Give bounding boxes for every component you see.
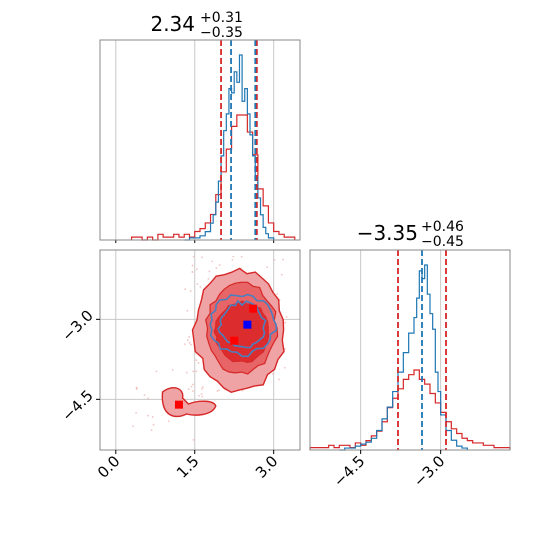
joint-sample-point: [190, 343, 192, 346]
marginal-x-blue-histogram: [184, 54, 275, 241]
joint-sample-point: [282, 258, 284, 261]
joint-sample-point: [187, 339, 189, 341]
joint-sample-point: [276, 293, 278, 295]
joint-sample-point: [211, 260, 214, 263]
joint-y-tick-label: −4.5: [58, 386, 96, 424]
joint-x-tick-label: 3.0: [252, 452, 282, 482]
joint-sample-point: [240, 255, 243, 258]
joint-sample-point: [191, 270, 194, 273]
joint-sample-point: [241, 389, 244, 392]
joint-sample-point: [199, 285, 202, 288]
joint-sample-point: [147, 414, 150, 417]
marginal-y-tick-label: −4.5: [330, 452, 368, 490]
joint-sample-point: [143, 394, 146, 397]
joint-sample-point: [278, 378, 280, 381]
joint-sample-point: [195, 359, 198, 362]
marginal-y-background: [310, 250, 510, 450]
joint-sample-point: [192, 370, 195, 373]
joint-sample-point: [208, 270, 211, 273]
joint-sample-point: [186, 309, 189, 312]
marginal-x-frame: [99, 39, 301, 241]
marginal-y-title-plus: +0.46: [421, 219, 464, 235]
marginal-y-blue-histogram: [339, 264, 468, 451]
joint-sample-point: [135, 411, 137, 414]
joint-sample-point: [201, 395, 204, 398]
joint-marker-point: [230, 336, 239, 345]
joint-sample-point: [184, 288, 186, 291]
joint-sample-point: [192, 383, 194, 386]
joint-sample-point: [201, 256, 204, 259]
joint-sample-point: [280, 273, 283, 276]
joint-sample-point: [187, 388, 190, 391]
joint-sample-point: [188, 335, 191, 338]
joint-frame: [99, 249, 301, 451]
joint-sample-point: [231, 259, 234, 261]
joint-sample-point: [171, 369, 174, 371]
joint-sample-point: [147, 397, 150, 400]
joint-sample-point: [195, 370, 198, 373]
joint-marker-point: [243, 320, 252, 329]
joint-sample-point: [188, 341, 191, 344]
joint-sample-point: [190, 385, 193, 388]
joint-sample-point: [191, 390, 194, 392]
joint-sample-point: [232, 255, 235, 258]
joint-marker-point: [174, 400, 183, 409]
joint-sample-point: [283, 366, 286, 369]
joint-sample-point: [155, 370, 158, 373]
joint-sample-point: [151, 416, 154, 418]
joint-panel: 0.0 1.5 3.0 −3.0 −4.5: [58, 249, 301, 482]
joint-x-tick-label: 1.5: [173, 452, 203, 482]
joint-y-tick-label: −3.0: [58, 306, 96, 344]
joint-sample-point: [195, 268, 198, 271]
joint-sample-point: [167, 420, 170, 423]
marginal-y-panel: −4.5 −3.0 −3.35 +0.46−0.45: [309, 219, 511, 491]
marginal-x-panel: 2.34 +0.31−0.35: [99, 10, 301, 243]
marginal-y-tick-label: −3.0: [410, 452, 448, 490]
marginal-y-frame: [309, 249, 511, 451]
joint-sample-point: [185, 371, 188, 374]
joint-sample-point: [192, 438, 195, 441]
joint-sample-point: [218, 264, 221, 266]
marginal-y-title-minus: −0.45: [421, 234, 464, 250]
joint-sample-point: [132, 425, 135, 428]
joint-sample-point: [198, 394, 200, 397]
joint-sample-point: [150, 429, 153, 432]
joint-sample-point: [218, 389, 220, 392]
marginal-y-red-histogram: [309, 369, 511, 450]
joint-sample-point: [284, 321, 287, 324]
joint-sample-point: [207, 277, 210, 280]
marginal-x-title-plus: +0.31: [200, 10, 243, 26]
joint-sample-point: [201, 386, 204, 388]
marginal-y-title-value: −3.35: [357, 221, 418, 245]
joint-sample-point: [184, 343, 186, 346]
joint-sample-point: [285, 316, 288, 318]
joint-sample-point: [200, 392, 203, 395]
joint-sample-point: [152, 423, 155, 426]
marginal-x-title-minus: −0.35: [200, 25, 243, 41]
joint-sample-point: [216, 390, 219, 392]
joint-sample-point: [135, 388, 138, 390]
joint-sample-point: [196, 283, 199, 285]
joint-sample-point: [266, 266, 268, 269]
joint-sample-point: [192, 255, 195, 258]
joint-marker-point: [249, 304, 258, 313]
joint-sample-point: [273, 258, 276, 261]
joint-blue-contour-outer: [209, 293, 278, 358]
joint-sample-point: [197, 362, 200, 364]
joint-red-contour-secondary: [161, 387, 217, 418]
joint-sample-point: [191, 264, 194, 267]
joint-blue-contour-inner: [217, 299, 267, 349]
joint-sample-point: [272, 372, 274, 375]
joint-sample-point: [189, 290, 192, 293]
joint-sample-point: [201, 387, 203, 390]
joint-sample-point: [215, 267, 218, 270]
marginal-x-background: [100, 40, 300, 240]
marginal-x-title-value: 2.34: [150, 12, 195, 36]
joint-x-tick-label: 0.0: [94, 452, 124, 482]
